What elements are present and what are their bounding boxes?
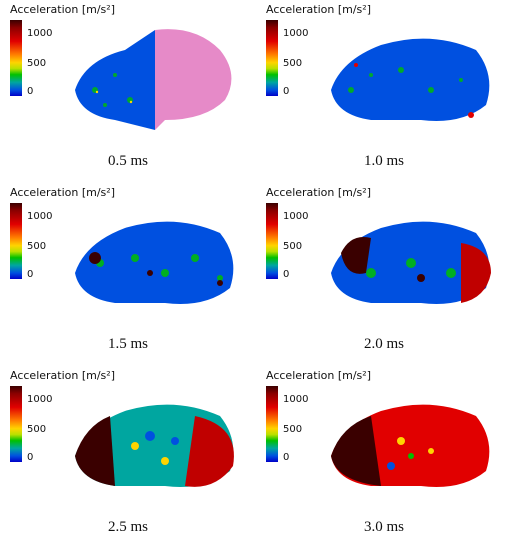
colorbar-title: Acceleration [m/s²] [266,3,371,16]
colorbar-tick-0: 0 [283,86,290,97]
panel-2-0ms: Acceleration [m/s²] 1000 500 0 2.0 ms [256,183,512,366]
colorbar-tick-1000: 1000 [283,394,309,405]
colorbar-tick-1000: 1000 [283,28,309,39]
colorbar-tick-500: 500 [27,58,47,69]
colorbar-tick-0: 0 [27,86,34,97]
colorbar-tick-1000: 1000 [283,211,309,222]
time-label: 2.0 ms [363,336,404,352]
colorbar-tick-500: 500 [283,424,303,435]
time-label: 1.0 ms [363,153,404,169]
brain-surface-map [331,404,490,487]
brain-surface-map [331,38,490,121]
brain-surface-map [75,404,234,487]
colorbar-tick-500: 500 [27,424,47,435]
brain-surface-map [75,221,234,304]
colorbar [266,20,278,96]
panel-1-0ms: Acceleration [m/s²] 1000 500 0 1.0 ms [256,0,512,183]
time-label: 0.5 ms [107,153,148,169]
colorbar-title: Acceleration [m/s²] [266,186,371,199]
panel-1-5ms: Acceleration [m/s²] 1000 500 0 1.5 ms [0,183,256,366]
colorbar [10,203,22,279]
colorbar-tick-0: 0 [27,452,34,463]
colorbar-tick-0: 0 [27,269,34,280]
colorbar [266,203,278,279]
colorbar-tick-500: 500 [27,241,47,252]
panel-3-0ms: Acceleration [m/s²] 1000 500 0 3.0 ms [256,366,512,549]
colorbar-tick-0: 0 [283,452,290,463]
colorbar-title: Acceleration [m/s²] [10,3,115,16]
time-label: 1.5 ms [107,336,148,352]
colorbar-tick-1000: 1000 [27,394,53,405]
colorbar-tick-1000: 1000 [27,28,53,39]
colorbar-tick-500: 500 [283,58,303,69]
panel-2-5ms: Acceleration [m/s²] 1000 500 0 2.5 ms [0,366,256,549]
colorbar [10,386,22,462]
brain-surface-map [75,29,232,130]
colorbar-tick-1000: 1000 [27,211,53,222]
time-label: 3.0 ms [363,519,404,535]
panel-0-5ms: Acceleration [m/s²] 1000 500 0 0.5 ms [0,0,256,183]
colorbar-title: Acceleration [m/s²] [10,369,115,382]
brain-surface-map [331,221,491,304]
colorbar-tick-500: 500 [283,241,303,252]
colorbar [266,386,278,462]
colorbar [10,20,22,96]
colorbar-title: Acceleration [m/s²] [10,186,115,199]
time-label: 2.5 ms [107,519,148,535]
colorbar-tick-0: 0 [283,269,290,280]
colorbar-title: Acceleration [m/s²] [266,369,371,382]
